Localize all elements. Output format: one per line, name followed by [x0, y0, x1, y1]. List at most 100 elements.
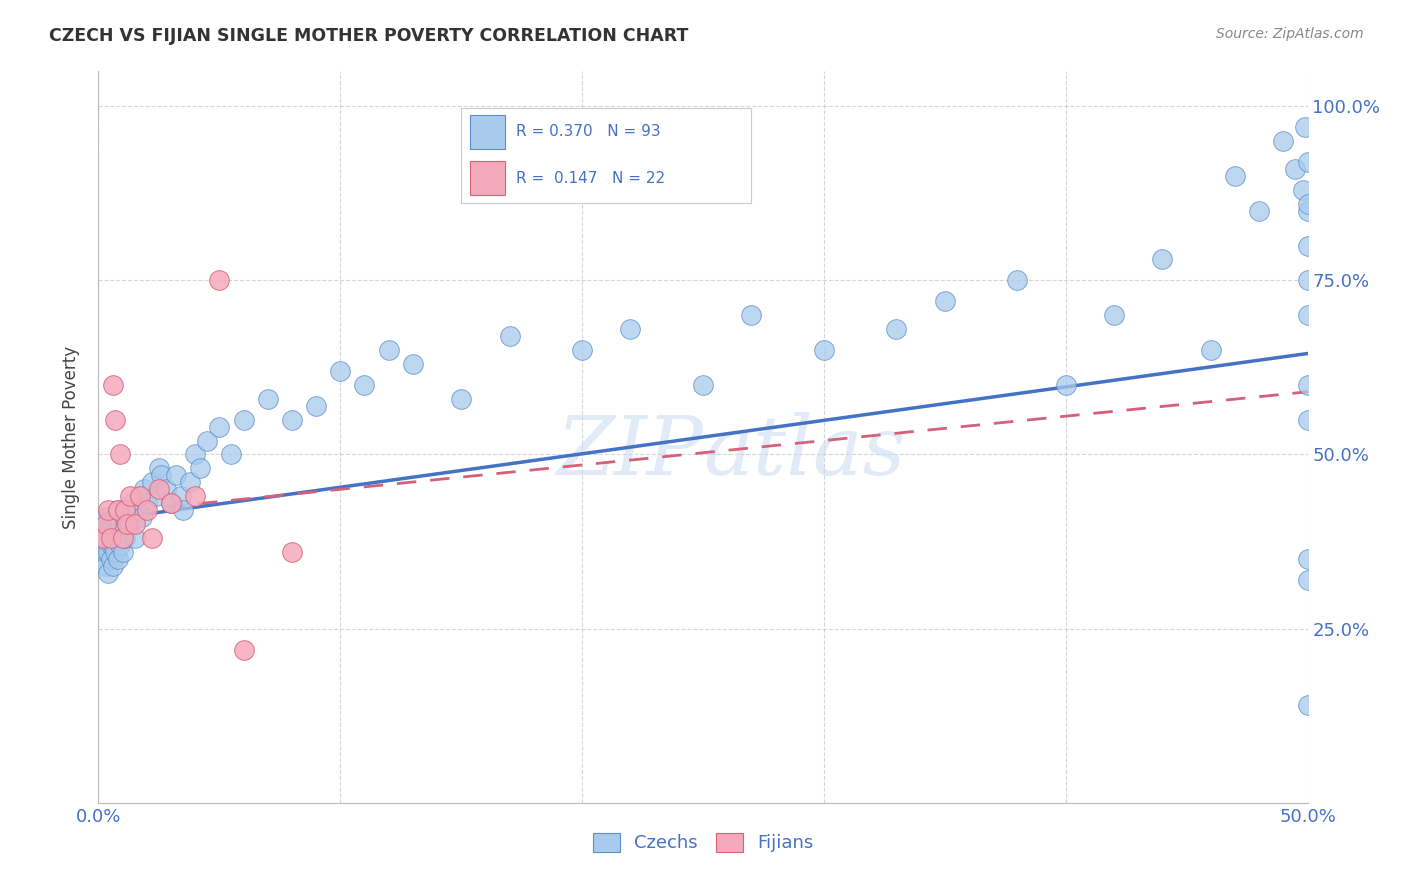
- Point: [305, 399, 328, 413]
- Point: [100, 552, 122, 566]
- Point: [1296, 155, 1319, 169]
- Point: [188, 461, 211, 475]
- Point: [281, 412, 304, 426]
- Point: [117, 517, 139, 532]
- Point: [377, 343, 399, 357]
- Point: [934, 294, 956, 309]
- Point: [195, 434, 218, 448]
- Point: [121, 496, 143, 510]
- Point: [232, 642, 254, 657]
- Text: ZIP: ZIP: [557, 412, 703, 491]
- Point: [1296, 552, 1319, 566]
- Point: [118, 517, 141, 532]
- Point: [104, 510, 127, 524]
- Point: [101, 558, 124, 573]
- Point: [150, 468, 173, 483]
- Point: [169, 489, 191, 503]
- Point: [208, 273, 231, 287]
- Point: [91, 531, 114, 545]
- Point: [1296, 238, 1319, 252]
- Point: [1102, 308, 1125, 322]
- Point: [619, 322, 641, 336]
- Point: [813, 343, 835, 357]
- Point: [148, 461, 170, 475]
- Point: [1296, 698, 1319, 713]
- Point: [1296, 308, 1319, 322]
- Point: [128, 489, 150, 503]
- Point: [127, 503, 149, 517]
- Point: [131, 510, 153, 524]
- Point: [94, 531, 117, 545]
- Point: [160, 496, 183, 510]
- Point: [1292, 183, 1315, 197]
- Point: [353, 377, 375, 392]
- Point: [100, 531, 122, 545]
- Point: [94, 510, 117, 524]
- Point: [172, 503, 194, 517]
- Point: [184, 448, 207, 462]
- Point: [91, 552, 114, 566]
- Point: [179, 475, 201, 490]
- Point: [114, 531, 136, 545]
- Point: [740, 308, 762, 322]
- Point: [91, 517, 114, 532]
- Point: [104, 412, 127, 426]
- Point: [1223, 169, 1246, 183]
- Point: [148, 483, 170, 497]
- Point: [101, 517, 124, 532]
- Point: [692, 377, 714, 392]
- Point: [160, 496, 183, 510]
- Point: [100, 517, 122, 532]
- Point: [117, 503, 139, 517]
- Point: [184, 489, 207, 503]
- Point: [118, 489, 141, 503]
- Point: [886, 322, 908, 336]
- Point: [1296, 273, 1319, 287]
- Point: [1284, 161, 1306, 176]
- Point: [329, 364, 352, 378]
- Point: [1272, 134, 1295, 148]
- Point: [94, 545, 117, 559]
- Point: [97, 545, 120, 559]
- Point: [108, 448, 131, 462]
- Point: [114, 503, 136, 517]
- Point: [1294, 120, 1316, 134]
- Point: [232, 412, 254, 426]
- Point: [90, 524, 112, 538]
- Text: atlas: atlas: [703, 412, 905, 491]
- Point: [1296, 203, 1319, 218]
- Point: [281, 545, 304, 559]
- Point: [94, 517, 117, 532]
- Point: [571, 343, 593, 357]
- Text: Source: ZipAtlas.com: Source: ZipAtlas.com: [1216, 27, 1364, 41]
- Point: [141, 531, 163, 545]
- Point: [124, 517, 146, 532]
- Point: [100, 538, 122, 552]
- Point: [1249, 203, 1271, 218]
- Point: [141, 475, 163, 490]
- Point: [155, 483, 177, 497]
- Point: [97, 566, 120, 580]
- Point: [101, 377, 124, 392]
- Point: [111, 545, 134, 559]
- Point: [208, 419, 231, 434]
- Point: [107, 503, 129, 517]
- Point: [498, 329, 520, 343]
- Point: [165, 468, 187, 483]
- Point: [107, 503, 129, 517]
- Point: [90, 538, 112, 552]
- Point: [124, 531, 146, 545]
- Point: [450, 392, 472, 406]
- Point: [402, 357, 425, 371]
- Point: [1296, 196, 1319, 211]
- Point: [111, 531, 134, 545]
- Point: [104, 545, 127, 559]
- Point: [1007, 273, 1029, 287]
- Point: [111, 524, 134, 538]
- Point: [91, 531, 114, 545]
- Point: [135, 503, 157, 517]
- Point: [1296, 412, 1319, 426]
- Point: [1296, 377, 1319, 392]
- Point: [94, 558, 117, 573]
- Point: [107, 552, 129, 566]
